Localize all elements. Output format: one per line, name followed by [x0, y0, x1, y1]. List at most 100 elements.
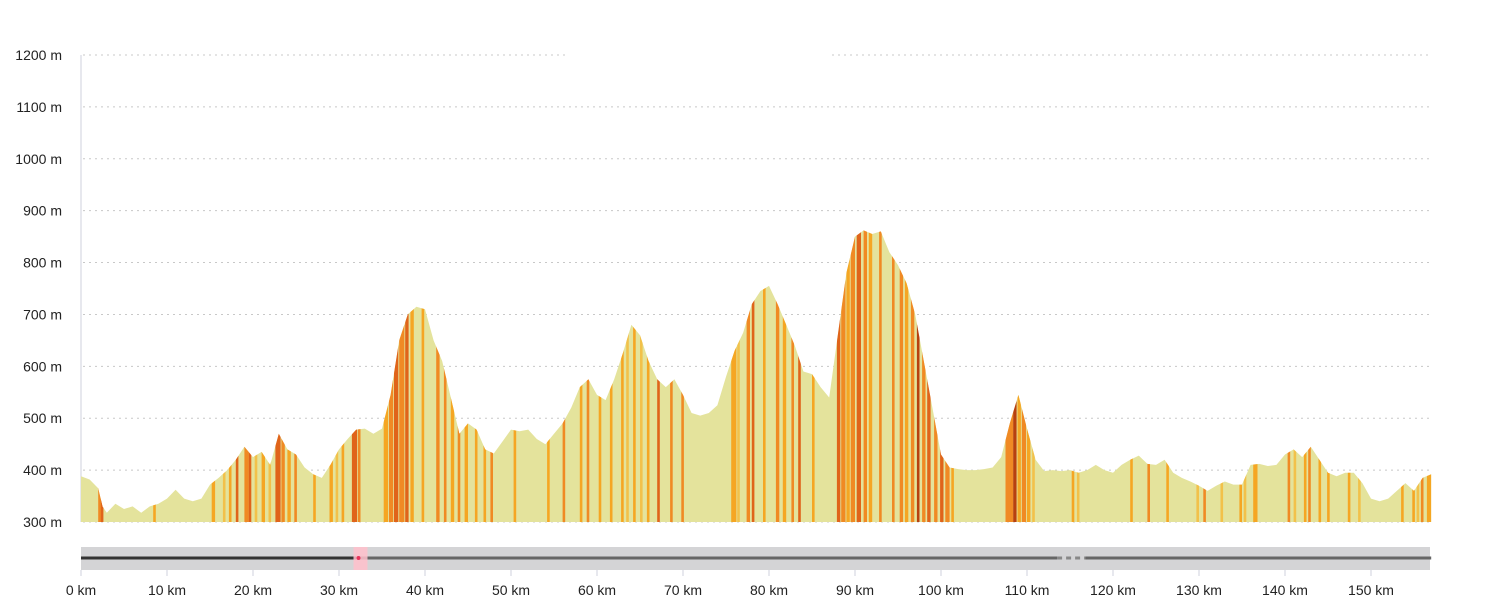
- gradient-stripe: [457, 230, 461, 522]
- gradient-stripe: [483, 230, 487, 522]
- x-tick-label: 20 km: [234, 582, 272, 598]
- x-tick-label: 90 km: [836, 582, 874, 598]
- gradient-stripe: [235, 230, 239, 522]
- gradient-stripe: [681, 230, 684, 522]
- gradient-stripe: [1076, 230, 1080, 522]
- x-tick-label: 150 km: [1348, 582, 1394, 598]
- y-tick-label: 700 m: [23, 306, 62, 322]
- gradient-stripe: [547, 230, 550, 522]
- gradient-stripe: [836, 230, 841, 522]
- gradient-stripe: [1243, 230, 1247, 522]
- y-tick-label: 900 m: [23, 203, 62, 219]
- gradient-stripe: [443, 230, 447, 522]
- gradient-stripe: [1196, 230, 1199, 522]
- gradient-stripe: [474, 230, 478, 522]
- gradient-stripe: [410, 230, 414, 522]
- gradient-stripe: [261, 230, 265, 522]
- gradient-stripe: [254, 230, 258, 522]
- gradient-stripe: [1147, 230, 1150, 522]
- gradient-stripe: [763, 230, 766, 522]
- gradient-stripe: [951, 230, 954, 522]
- gradient-stripe: [670, 230, 673, 522]
- x-tick-label: 80 km: [750, 582, 788, 598]
- gradient-stripe: [841, 230, 846, 522]
- gradient-stripe: [244, 230, 249, 522]
- gradient-stripe: [281, 230, 285, 522]
- gradient-stripe: [294, 230, 297, 522]
- gradient-stripe: [904, 230, 909, 522]
- gradient-stripe: [940, 230, 944, 522]
- x-tick-label: 120 km: [1090, 582, 1136, 598]
- x-tick-label: 50 km: [492, 582, 530, 598]
- gradient-stripe: [1253, 230, 1258, 522]
- gradient-stripe: [1426, 230, 1432, 522]
- gradient-stripe: [1032, 230, 1035, 522]
- gradient-stripe: [1166, 230, 1169, 522]
- gradient-stripe: [394, 230, 399, 522]
- gradient-stripe: [1287, 230, 1291, 522]
- gradient-stripe: [1327, 230, 1330, 522]
- y-axis-labels: 300 m 400 m 500 m 600 m 700 m 800 m 900 m 1000 …: [15, 47, 62, 530]
- gradient-stripe: [775, 230, 780, 522]
- gradient-stripe: [879, 230, 882, 522]
- gradient-stripe: [222, 230, 226, 522]
- gradient-stripe: [399, 230, 405, 522]
- gradient-stripe: [846, 230, 850, 522]
- gradient-stripe: [1412, 230, 1415, 522]
- x-tick-label: 130 km: [1176, 582, 1222, 598]
- gradient-stripe: [211, 230, 216, 522]
- gradient-stripe: [1401, 230, 1404, 522]
- x-axis: 0 km 10 km 20 km 30 km 40 km 50 km 60 km 70 km 8…: [66, 570, 1394, 598]
- y-tick-label: 1000 m: [15, 151, 62, 167]
- gradient-stripe: [405, 230, 409, 522]
- gradient-stripe: [1347, 230, 1351, 522]
- gradient-stripe: [626, 230, 629, 522]
- gradient-stripe: [737, 230, 740, 522]
- gradient-stripe: [383, 230, 388, 522]
- gradient-stripe: [621, 230, 624, 522]
- gradient-stripe: [275, 230, 281, 522]
- gradient-stripe: [562, 230, 566, 522]
- gradient-stripe: [579, 230, 583, 522]
- y-tick-label: 1200 m: [15, 47, 62, 63]
- navigator-position-marker[interactable]: [353, 547, 368, 570]
- y-tick-label: 400 m: [23, 462, 62, 478]
- gradient-stripe: [313, 230, 316, 522]
- gradient-stripe: [646, 230, 650, 522]
- gradient-stripe: [268, 230, 272, 522]
- x-tick-label: 60 km: [578, 582, 616, 598]
- elevation-area[interactable]: [81, 55, 1432, 522]
- gradient-stripe: [513, 230, 517, 522]
- gradient-stripes: [98, 230, 1432, 522]
- gradient-stripe: [1021, 230, 1027, 522]
- gradient-stripe: [782, 230, 787, 522]
- gradient-stripe: [98, 230, 103, 522]
- gradient-stripe: [287, 230, 291, 522]
- x-tick-label: 70 km: [664, 582, 702, 598]
- gradient-stripe: [850, 230, 855, 522]
- gradient-stripe: [934, 230, 938, 522]
- gradient-stripe: [746, 230, 750, 522]
- gradient-stripe: [798, 230, 801, 522]
- gradient-stripe: [731, 230, 737, 522]
- gradient-stripe: [1239, 230, 1242, 522]
- x-tick-label: 0 km: [66, 582, 96, 598]
- gradient-stripe: [1318, 230, 1322, 522]
- gradient-stripe: [1358, 230, 1361, 522]
- gradient-stripe: [248, 230, 252, 522]
- gradient-stripe: [1420, 230, 1424, 522]
- y-tick-label: 500 m: [23, 410, 62, 426]
- gradient-stripe: [657, 230, 660, 522]
- range-navigator[interactable]: [81, 547, 1432, 570]
- gradient-stripe: [945, 230, 950, 522]
- gradient-stripe: [1005, 230, 1014, 522]
- gradient-stripe: [586, 230, 590, 522]
- x-tick-label: 30 km: [320, 582, 358, 598]
- gradient-stripe: [609, 230, 613, 522]
- gradient-stripe: [341, 230, 345, 522]
- gradient-stripe: [1071, 230, 1075, 522]
- gradient-stripe: [351, 230, 358, 522]
- gradient-stripe: [856, 230, 861, 522]
- x-tick-label: 110 km: [1005, 582, 1050, 598]
